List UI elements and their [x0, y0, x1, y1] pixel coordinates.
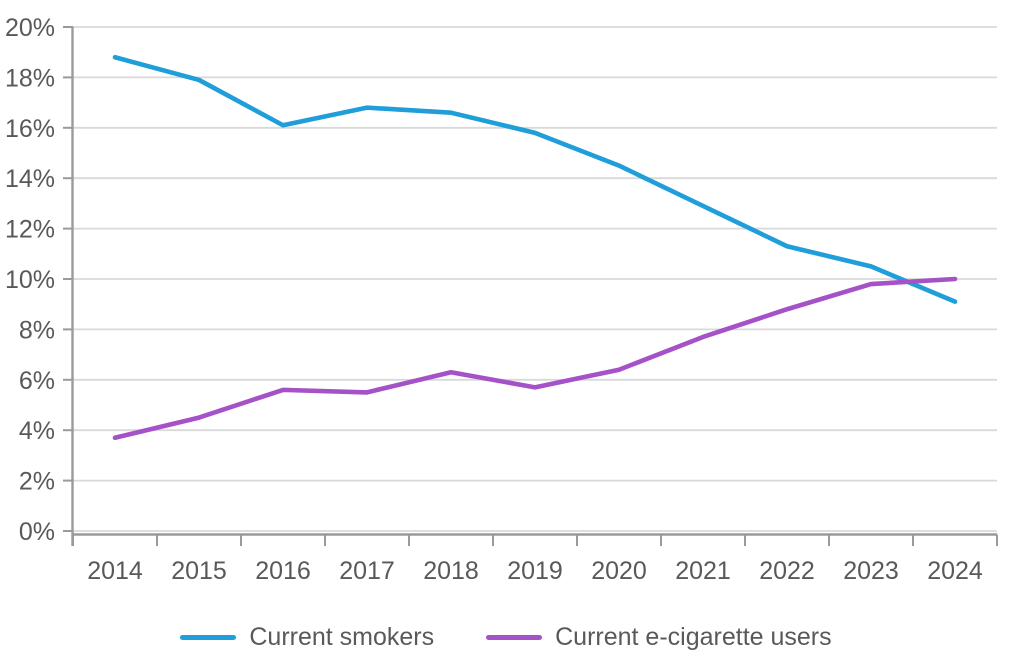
legend-swatch-current-smokers [180, 634, 237, 640]
y-axis-label: 16% [5, 115, 55, 143]
y-axis-label: 4% [19, 417, 55, 445]
y-axis-label: 12% [5, 216, 55, 244]
plot-area: 0% 2% 4% 6% 8% 10% 12% 14% 16% 18% 20% 2014 2015 2016… [5, 14, 998, 585]
x-axis-label: 2018 [423, 557, 479, 585]
series-line-current-e-cigarette-users [112, 276, 958, 441]
x-axis-label: 2015 [171, 557, 227, 585]
x-axis-label: 2023 [843, 557, 899, 585]
y-axis-label: 14% [5, 165, 55, 193]
y-axis-label: 18% [5, 64, 55, 92]
legend-item-ecigarette-users: Current e-cigarette users [486, 622, 832, 651]
y-axis-label: 6% [19, 367, 55, 395]
y-axis-label: 10% [5, 266, 55, 294]
x-axis-label: 2020 [591, 557, 647, 585]
y-axis-label: 20% [5, 14, 55, 42]
legend-item-current-smokers: Current smokers [180, 622, 435, 651]
y-axis-label: 0% [19, 518, 55, 546]
legend-label-current-smokers: Current smokers [249, 622, 435, 651]
legend: Current smokers Current e-cigarette user… [0, 620, 1012, 654]
series-line-current-smokers [112, 54, 958, 304]
x-axis-label: 2024 [927, 557, 983, 585]
legend-swatch-ecigarette-users [486, 634, 543, 640]
x-axis-label: 2021 [675, 557, 731, 585]
x-axis-label: 2022 [759, 557, 815, 585]
x-axis-label: 2014 [87, 557, 143, 585]
x-axis-label: 2017 [339, 557, 395, 585]
y-axis-label: 8% [19, 316, 55, 344]
x-axis-label: 2019 [507, 557, 563, 585]
x-axis-label: 2016 [255, 557, 311, 585]
y-axis-label: 2% [19, 468, 55, 496]
legend-label-ecigarette-users: Current e-cigarette users [555, 622, 832, 651]
